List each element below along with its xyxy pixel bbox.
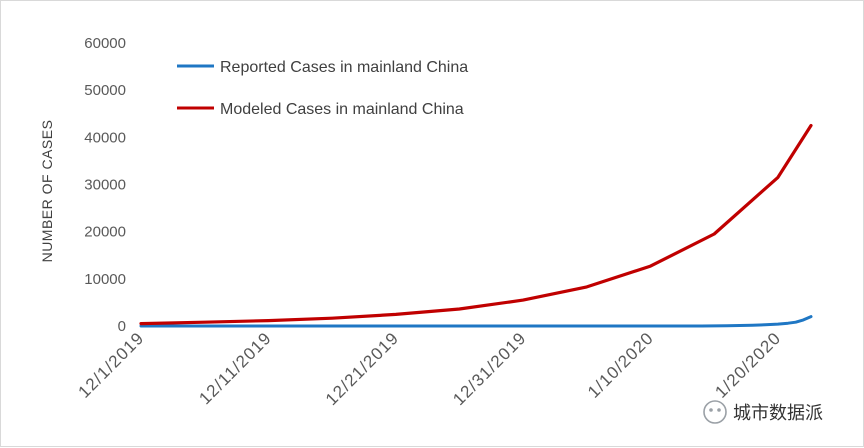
series-line-reported: [139, 315, 813, 328]
y-tick-label: 40000: [84, 129, 126, 146]
y-tick-label: 20000: [84, 224, 126, 241]
watermark: 城市数据派: [703, 400, 823, 424]
x-tick-label: 12/11/2019: [195, 328, 275, 408]
y-tick-label: 0: [118, 318, 126, 335]
x-tick-label: 1/10/2020: [584, 328, 657, 401]
y-tick-label: 50000: [84, 82, 126, 99]
series-line-modeled: [139, 123, 813, 326]
y-axis-title: NUMBER OF CASES: [39, 120, 55, 263]
watermark-text: 城市数据派: [733, 403, 823, 423]
x-tick-label: 12/1/2019: [75, 328, 148, 401]
legend-label: Modeled Cases in mainland China: [220, 101, 464, 118]
legend-label: Reported Cases in mainland China: [220, 59, 468, 76]
y-tick-label: 30000: [84, 177, 126, 194]
x-tick-label: 12/21/2019: [322, 328, 403, 409]
y-tick-label: 60000: [84, 35, 126, 52]
y-tick-label: 10000: [84, 271, 126, 288]
x-tick-label: 1/20/2020: [711, 328, 784, 401]
x-tick-label: 12/31/2019: [449, 328, 530, 409]
wechat-icon: [703, 400, 727, 424]
